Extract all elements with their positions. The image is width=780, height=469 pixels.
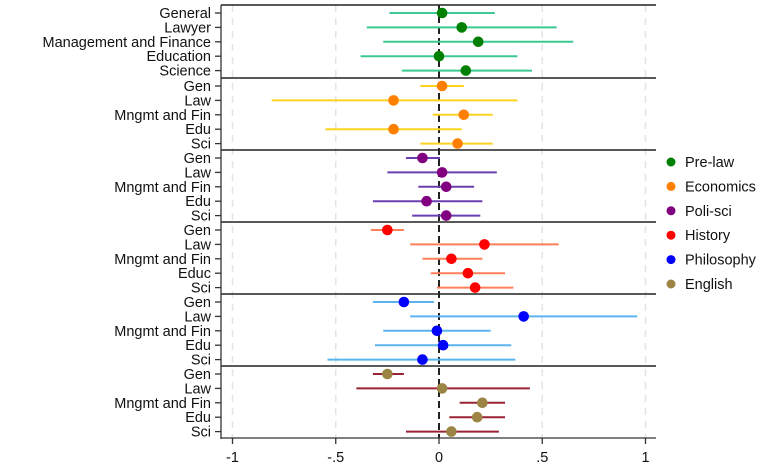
y-tick-label: Education [147, 49, 212, 65]
legend-marker [666, 181, 676, 191]
point-estimate [446, 426, 457, 437]
legend-item: Philosophy [666, 253, 757, 269]
series-history [370, 224, 559, 293]
y-tick-label: Sci [191, 425, 211, 441]
x-tick-label: .5 [536, 450, 548, 466]
y-tick-label: Edu [185, 338, 211, 354]
y-tick-label: Gen [184, 223, 211, 239]
y-tick-label: Science [159, 64, 211, 80]
y-tick-label: Mngmt and Fin [114, 252, 211, 268]
x-tick-label: -1 [226, 450, 239, 466]
point-estimate [469, 282, 481, 293]
y-tick-label: Law [184, 309, 211, 325]
legend-item: English [666, 277, 733, 293]
series-economics [271, 80, 518, 149]
legend-label: Economics [685, 179, 756, 195]
legend-item: History [666, 228, 731, 244]
point-estimate [436, 383, 448, 394]
y-tick-label: Mngmt and Fin [114, 108, 211, 124]
x-axis-ticks: -1 -.5 0 .5 1 [226, 438, 650, 466]
series-philosophy [327, 296, 638, 365]
point-estimate [421, 195, 432, 207]
point-estimate [431, 325, 443, 337]
y-tick-label: Mngmt and Fin [114, 324, 211, 340]
legend: Pre-law Economics Poli-sci History Philosoph… [666, 155, 757, 293]
legend-marker [666, 255, 676, 265]
group-separators [221, 4, 656, 367]
legend-item: Pre-law [666, 155, 735, 171]
y-tick-label: Gen [184, 295, 211, 311]
legend-marker [666, 230, 676, 240]
point-estimate [462, 267, 474, 279]
legend-item: Poli-sci [666, 204, 732, 220]
y-tick-label: Gen [184, 367, 211, 383]
y-tick-label: Educ [178, 266, 211, 282]
point-estimate [388, 95, 399, 106]
y-tick-label: Mngmt and Fin [114, 180, 211, 196]
y-tick-label: Mngmt and Fin [114, 396, 211, 412]
point-estimate [460, 65, 472, 76]
legend-label: Philosophy [685, 253, 757, 269]
y-tick-label: Law [184, 165, 211, 181]
point-estimate [446, 253, 457, 265]
point-estimate [433, 50, 445, 62]
y-tick-label: Edu [185, 410, 211, 426]
point-estimate [388, 123, 399, 135]
legend-label: History [685, 228, 731, 244]
legend-label: Poli-sci [685, 204, 732, 220]
x-tick-label: 1 [641, 450, 649, 466]
y-tick-label: Sci [191, 137, 211, 153]
y-tick-label: Gen [184, 79, 211, 95]
legend-marker [666, 279, 676, 289]
series-marks [271, 7, 638, 437]
series-poli-sci [372, 152, 497, 221]
legend-marker [666, 206, 676, 216]
y-tick-label: Sci [191, 281, 211, 297]
y-tick-label: Law [184, 381, 211, 397]
point-estimate [436, 7, 448, 19]
point-estimate [440, 210, 452, 221]
point-estimate [382, 368, 393, 380]
legend-label: English [685, 277, 733, 293]
legend-label: Pre-law [685, 155, 735, 171]
series-pre-law [360, 7, 574, 76]
point-estimate [518, 311, 529, 322]
y-tick-label: Edu [185, 194, 211, 210]
point-estimate [437, 339, 449, 351]
point-estimate [382, 224, 393, 236]
point-estimate [458, 109, 470, 121]
point-estimate [471, 411, 483, 423]
y-tick-label: Gen [184, 151, 211, 167]
legend-item: Economics [666, 179, 756, 195]
x-tick-label: 0 [435, 450, 443, 466]
y-tick-label: Management and Finance [43, 35, 211, 51]
y-tick-label: Sci [191, 209, 211, 225]
point-estimate [436, 80, 448, 92]
y-tick-label: Sci [191, 353, 211, 369]
point-estimate [479, 239, 490, 250]
point-estimate [452, 138, 463, 149]
point-estimate [417, 354, 428, 365]
legend-marker [666, 157, 676, 167]
point-estimate [417, 152, 428, 164]
y-tick-label: General [159, 6, 211, 22]
point-estimate [472, 36, 484, 48]
point-estimate [456, 22, 468, 33]
x-tick-label: -.5 [327, 450, 344, 466]
y-tick-label: Edu [185, 122, 211, 138]
y-tick-label: Lawyer [164, 20, 211, 36]
y-tick-label: Law [184, 237, 211, 253]
y-tick-label: Law [184, 93, 211, 109]
point-estimate [477, 397, 488, 409]
point-estimate [440, 181, 452, 193]
point-estimate [398, 296, 410, 308]
point-estimate [436, 167, 448, 178]
series-english [356, 368, 530, 437]
